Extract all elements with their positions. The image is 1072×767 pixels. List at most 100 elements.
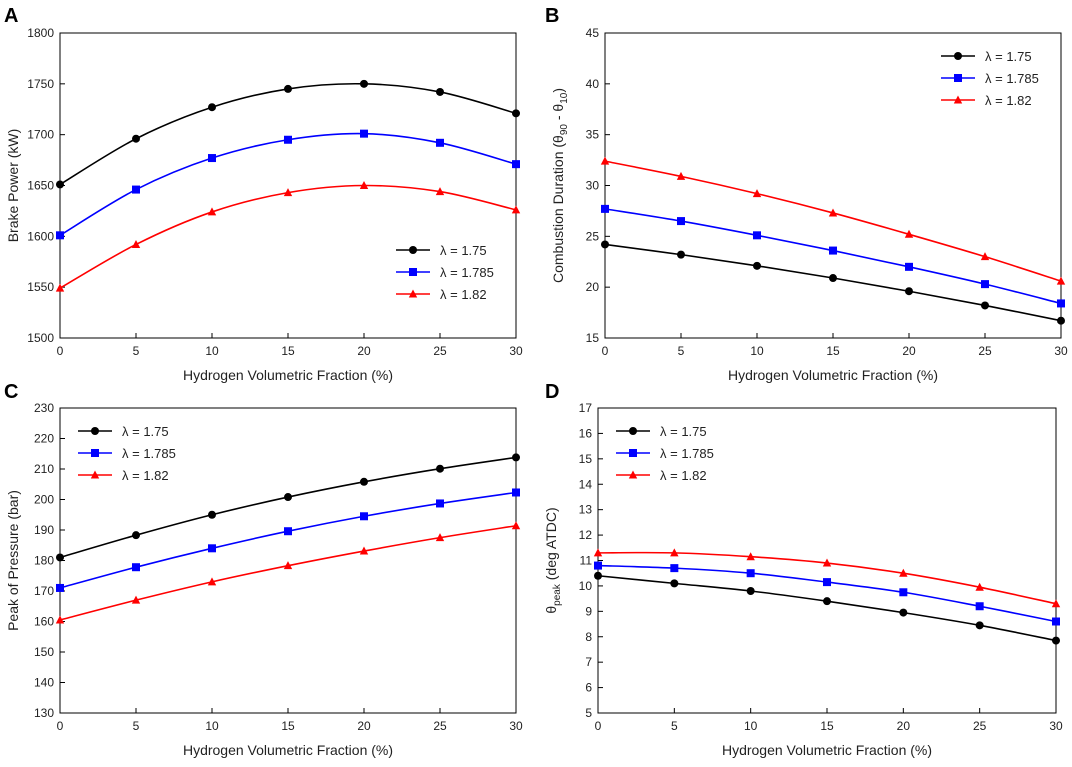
panel-letter: C (4, 381, 18, 403)
data-point-square (829, 246, 837, 255)
data-point-circle (746, 587, 755, 595)
x-tick-label: 25 (433, 344, 447, 358)
x-tick-label: 0 (57, 344, 64, 358)
y-axis-title: Brake Power (kW) (5, 129, 21, 243)
data-point-square (905, 262, 913, 271)
x-axis-title: Hydrogen Volumetric Fraction (%) (183, 367, 393, 383)
y-tick-label: 20 (586, 280, 600, 294)
data-point-circle (360, 477, 368, 486)
x-tick-label: 20 (897, 719, 911, 733)
data-point-square (132, 563, 140, 572)
data-point-square (1052, 617, 1060, 626)
y-tick-label: 5 (585, 706, 592, 720)
data-point-triangle (980, 252, 990, 261)
legend-label: λ = 1.75 (122, 424, 169, 439)
data-point-triangle (904, 229, 914, 238)
series-line (604, 208, 1062, 305)
x-tick-label: 5 (671, 719, 678, 733)
y-axis-title-subscript: 10 (559, 92, 570, 104)
data-point-triangle (55, 283, 65, 292)
legend-marker-circle (629, 427, 637, 435)
legend-marker-circle (409, 246, 417, 254)
y-tick-label: 9 (585, 604, 592, 618)
legend-marker-triangle (628, 470, 638, 479)
data-point-square (512, 160, 520, 169)
legend-label: λ = 1.82 (440, 287, 487, 302)
x-tick-label: 25 (978, 344, 992, 358)
data-point-circle (905, 287, 913, 296)
y-tick-label: 1800 (27, 26, 54, 40)
data-point-circle (436, 464, 444, 473)
x-tick-label: 20 (902, 344, 916, 358)
y-tick-label: 45 (586, 26, 600, 40)
y-tick-label: 140 (34, 676, 54, 690)
data-point-triangle (283, 188, 293, 197)
y-tick-label: 25 (586, 229, 600, 243)
data-point-circle (677, 250, 685, 259)
y-tick-label: 1700 (27, 128, 54, 142)
x-tick-label: 0 (595, 719, 602, 733)
y-tick-label: 130 (34, 706, 54, 720)
data-point-circle (594, 571, 602, 580)
x-tick-label: 30 (509, 344, 523, 358)
data-point-square (512, 488, 520, 497)
y-tick-label: 200 (34, 493, 54, 507)
legend-label: λ = 1.82 (985, 93, 1032, 108)
panel-letter: A (4, 5, 18, 27)
legend-marker-triangle (953, 95, 963, 104)
y-tick-label: 15 (586, 331, 600, 345)
data-point-circle (284, 493, 292, 502)
data-point-triangle (670, 548, 679, 557)
x-tick-label: 20 (357, 719, 371, 733)
y-tick-label: 8 (585, 630, 592, 644)
data-point-square (753, 231, 761, 240)
y-axis-title: Peak of Pressure (bar) (5, 490, 21, 631)
y-tick-label: 220 (34, 432, 54, 446)
data-point-square (208, 154, 216, 163)
y-axis-title-part: ) (550, 88, 566, 93)
data-point-circle (829, 274, 837, 283)
y-tick-label: 35 (586, 128, 600, 142)
data-point-circle (981, 301, 989, 310)
legend-label: λ = 1.75 (440, 243, 487, 258)
data-point-circle (512, 453, 520, 462)
data-point-triangle (1051, 599, 1061, 608)
data-point-triangle (593, 548, 603, 557)
legend-marker-square (954, 74, 962, 82)
data-point-circle (436, 87, 444, 96)
data-point-square (284, 135, 292, 144)
y-tick-label: 11 (580, 554, 593, 568)
data-point-circle (132, 531, 140, 540)
y-tick-label: 170 (34, 584, 54, 598)
data-point-square (436, 499, 444, 508)
data-point-circle (208, 103, 216, 112)
y-axis-title: θpeak (deg ATDC) (543, 507, 563, 613)
y-tick-label: 1550 (27, 280, 54, 294)
y-axis-title-part: θ (543, 606, 559, 614)
data-point-square (284, 527, 292, 536)
data-point-square (1057, 299, 1065, 308)
data-point-triangle (435, 187, 445, 196)
x-tick-label: 0 (602, 344, 609, 358)
legend-marker-triangle (408, 289, 418, 298)
y-tick-label: 1650 (27, 179, 54, 193)
data-point-circle (670, 579, 679, 588)
data-point-triangle (828, 208, 838, 217)
y-tick-label: 17 (579, 401, 593, 415)
panel-b: B 15 20 25 30 35 40 45 0 5 10 15 20 25 30 Hydrogen Volu… (545, 5, 1068, 383)
x-tick-label: 10 (205, 719, 219, 733)
panel-letter: D (545, 381, 559, 403)
y-axis-title-subscript: 90 (559, 124, 570, 136)
data-point-circle (899, 608, 908, 617)
y-axis-title-part: (deg ATDC) (543, 507, 559, 584)
data-point-square (746, 569, 755, 578)
legend-marker-triangle (90, 470, 100, 479)
series-line (604, 160, 1062, 282)
panel-c: C 130 140 150 160 170 180 190 200 210 220 230 0 5 10 15… (4, 381, 523, 758)
data-point-triangle (131, 239, 141, 248)
legend-label: λ = 1.82 (660, 468, 707, 483)
x-tick-label: 0 (57, 719, 64, 733)
data-point-triangle (1056, 276, 1066, 285)
data-point-triangle (359, 181, 369, 189)
